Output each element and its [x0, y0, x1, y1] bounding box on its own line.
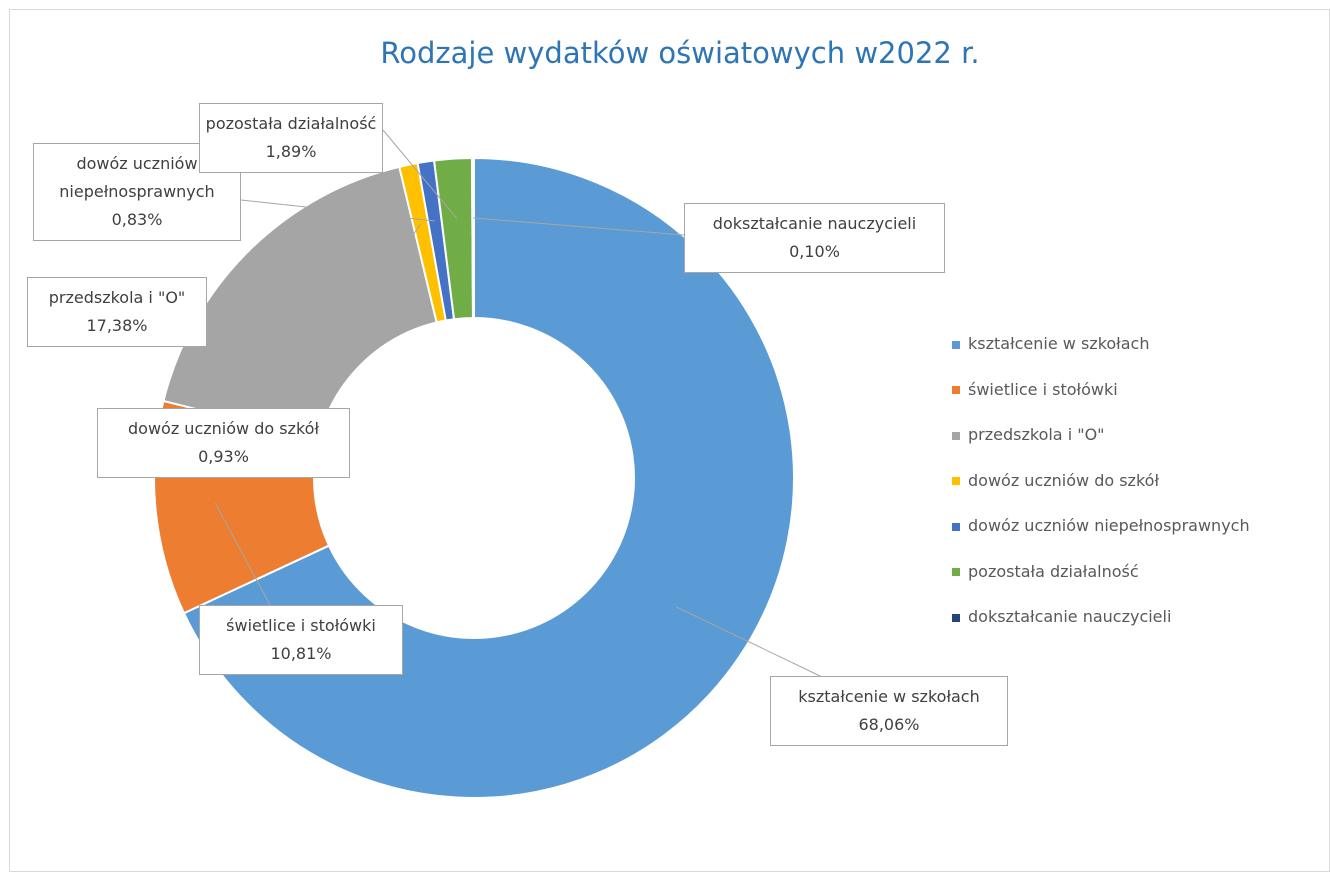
data-label-name: świetlice i stołówki [226, 616, 376, 635]
legend-item: świetlice i stołówki [952, 380, 1118, 399]
data-label-value: 17,38% [86, 316, 148, 335]
leader-line [473, 217, 685, 236]
data-label: świetlice i stołówki 10,81% [199, 605, 403, 675]
legend-swatch [952, 386, 960, 394]
data-label-value: 1,89% [265, 142, 317, 161]
legend-swatch [952, 340, 960, 349]
legend-label: przedszkola i "O" [968, 425, 1105, 444]
data-label-name: dokształcanie nauczycieli [712, 214, 917, 233]
data-label: dowóz uczniów niepełnosprawnych 0,83% [33, 143, 241, 241]
data-label-value: 0,93% [198, 447, 249, 466]
legend-swatch [952, 568, 960, 576]
leader-line [676, 606, 821, 677]
legend-label: dokształcanie nauczycieli [968, 607, 1172, 626]
legend-swatch [952, 522, 960, 531]
leader-line [299, 223, 422, 409]
legend-swatch [952, 613, 960, 622]
donut-slice [470, 156, 475, 320]
legend-item: pozostała działalność [952, 562, 1139, 581]
data-label-value: 0,83% [111, 210, 163, 229]
legend-item: dowóz uczniów do szkół [952, 471, 1159, 490]
leader-line [206, 292, 291, 306]
data-label-value: 68,06% [858, 715, 920, 734]
chart-title: Rodzaje wydatków oświatowych w2022 r. [380, 36, 980, 70]
legend-item: dokształcanie nauczycieli [952, 607, 1171, 626]
data-label: dowóz uczniów do szkół 0,93% [97, 408, 350, 478]
leader-line [382, 129, 458, 219]
data-label-name: dowóz uczniów niepełnosprawnych [59, 154, 215, 201]
data-label-name: pozostała działalność [205, 114, 377, 133]
data-label: pozostała działalność 1,89% [199, 103, 383, 173]
legend-label: pozostała działalność [968, 561, 1139, 581]
legend-label: dowóz uczniów do szkół [968, 470, 1159, 490]
legend-item: dowóz uczniów niepełnosprawnych [952, 516, 1250, 535]
legend-swatch [952, 431, 960, 440]
legend-label: świetlice i stołówki [968, 379, 1118, 399]
legend-label: kształcenie w szkołach [968, 334, 1150, 353]
data-label-value: 0,10% [789, 242, 840, 261]
data-label: dokształcanie nauczycieli 0,10% [684, 203, 945, 273]
legend-swatch [952, 477, 960, 485]
legend-label: dowóz uczniów niepełnosprawnych [968, 516, 1250, 535]
data-label-value: 10,81% [270, 644, 332, 663]
data-label-name: dowóz uczniów do szkół [128, 419, 319, 438]
data-label: kształcenie w szkołach 68,06% [770, 676, 1008, 746]
leader-line [214, 502, 271, 606]
data-label: przedszkola i "O" 17,38% [27, 277, 207, 347]
legend-item: kształcenie w szkołach [952, 334, 1149, 353]
legend-item: przedszkola i "O" [952, 425, 1105, 444]
data-label-name: przedszkola i "O" [48, 288, 186, 307]
leader-line [240, 199, 435, 222]
data-label-name: kształcenie w szkołach [798, 687, 980, 706]
